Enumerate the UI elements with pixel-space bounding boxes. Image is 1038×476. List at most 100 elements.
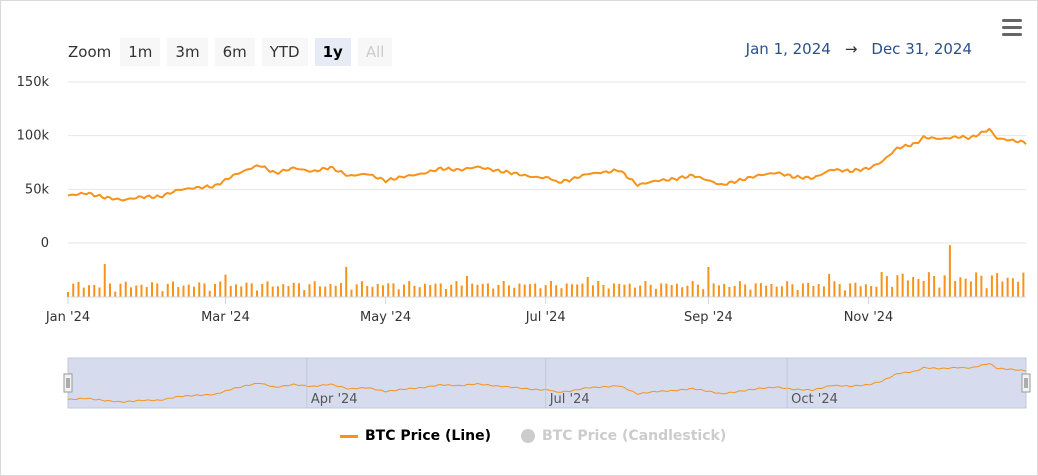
- price-line: [67, 127, 1027, 202]
- volume-bar: [723, 283, 726, 297]
- volume-bar: [985, 288, 988, 297]
- volume-bar: [707, 266, 710, 297]
- zoom-all-button[interactable]: All: [357, 38, 393, 66]
- volume-bar: [822, 286, 825, 297]
- legend: BTC Price (Line) BTC Price (Candlestick): [340, 428, 726, 444]
- volume-bar: [303, 290, 306, 297]
- volume-bar: [455, 281, 458, 297]
- volume-bar: [145, 287, 148, 297]
- volume-bar: [649, 284, 652, 297]
- volume-bar: [77, 281, 80, 297]
- volume-bar: [98, 287, 101, 297]
- volume-bar: [360, 281, 363, 297]
- zoom-3m-button[interactable]: 3m: [167, 38, 208, 66]
- volume-bar: [775, 286, 778, 297]
- volume-bar: [423, 283, 426, 297]
- volume-bar: [702, 289, 705, 297]
- volume-bar: [376, 283, 379, 297]
- range-from-input[interactable]: Jan 1, 2024: [745, 40, 831, 58]
- volume-bar: [969, 281, 972, 297]
- volume-bar: [1006, 277, 1009, 297]
- volume-bar: [161, 291, 164, 297]
- legend-item-candlestick[interactable]: BTC Price (Candlestick): [520, 428, 726, 444]
- line-series-icon: [340, 434, 358, 438]
- volume-bar: [67, 292, 69, 297]
- volume-bar: [717, 285, 720, 297]
- volume-bar: [497, 284, 500, 297]
- volume-bar: [555, 285, 558, 297]
- volume-bar: [366, 286, 369, 297]
- volume-bar: [114, 291, 117, 297]
- volume-bar: [675, 283, 678, 297]
- zoom-1y-button[interactable]: 1y: [314, 38, 351, 66]
- volume-bar: [880, 272, 883, 297]
- volume-bar: [476, 284, 479, 297]
- volume-bar: [418, 287, 421, 297]
- volume-bar: [381, 285, 384, 297]
- volume-bar: [82, 287, 85, 297]
- volume-bar: [502, 281, 505, 297]
- volume-bar: [786, 281, 789, 297]
- volume-bar: [964, 278, 967, 297]
- volume-bar: [507, 285, 510, 297]
- volume-bar: [544, 285, 547, 297]
- handle-body: [1021, 373, 1031, 393]
- volume-bar: [156, 283, 159, 297]
- volume-bar: [906, 280, 909, 297]
- volume-bar: [450, 284, 453, 297]
- volume-bar: [565, 283, 568, 297]
- hamburger-menu-icon[interactable]: [1000, 16, 1024, 38]
- volume-bar: [623, 284, 626, 297]
- zoom-ytd-button[interactable]: YTD: [261, 38, 308, 66]
- volume-bar: [738, 281, 741, 297]
- y-tick-label: 150k: [17, 75, 50, 90]
- zoom-1m-button[interactable]: 1m: [120, 38, 161, 66]
- volume-bar: [801, 283, 804, 297]
- volume-bar: [975, 272, 978, 297]
- volume-bar: [371, 286, 374, 297]
- volume-bar: [917, 279, 920, 297]
- volume-bar: [523, 284, 526, 297]
- volume-bar: [313, 281, 316, 297]
- volume-bar: [770, 283, 773, 297]
- volume-bar: [72, 283, 75, 297]
- volume-bar: [486, 283, 489, 297]
- volume-bar: [849, 283, 852, 297]
- volume-bar: [350, 289, 353, 297]
- volume-bar: [870, 286, 873, 297]
- volume-bar: [166, 283, 169, 297]
- volume-bar: [980, 275, 983, 297]
- volume-bar: [213, 283, 216, 297]
- volume-bar: [901, 273, 904, 297]
- volume-bar: [255, 290, 258, 297]
- volume-bar: [119, 283, 122, 297]
- navigator-right-handle[interactable]: [1021, 373, 1031, 393]
- range-to-input[interactable]: Dec 31, 2024: [871, 40, 972, 58]
- volume-bar: [261, 284, 264, 297]
- volume-bar: [339, 283, 342, 297]
- volume-bar: [492, 288, 495, 297]
- volume-bar: [219, 281, 222, 297]
- volume-bar: [691, 281, 694, 297]
- zoom-6m-button[interactable]: 6m: [214, 38, 255, 66]
- volume-bar: [439, 283, 442, 297]
- volume-bar: [124, 281, 127, 297]
- y-tick-label: 50k: [25, 182, 50, 197]
- x-tick-label: Sep '24: [684, 310, 733, 325]
- grid-lines: [68, 81, 1026, 244]
- volume-bar: [833, 281, 836, 297]
- legend-item-line[interactable]: BTC Price (Line): [340, 428, 491, 444]
- volume-bar: [392, 283, 395, 297]
- volume-bar: [250, 283, 253, 297]
- volume-bar: [1011, 278, 1014, 297]
- volume-bar: [712, 283, 715, 297]
- volume-bar: [297, 283, 300, 297]
- volume-bar: [612, 283, 615, 297]
- navigator-left-handle[interactable]: [63, 373, 73, 393]
- volume-bar: [1022, 272, 1025, 297]
- x-axis: Jan '24 Mar '24 May '24 Jul '24 Sep '24 Nov '…: [45, 297, 893, 325]
- volume-bar: [345, 266, 348, 297]
- volume-bar: [912, 276, 915, 297]
- volume-bar: [171, 281, 174, 297]
